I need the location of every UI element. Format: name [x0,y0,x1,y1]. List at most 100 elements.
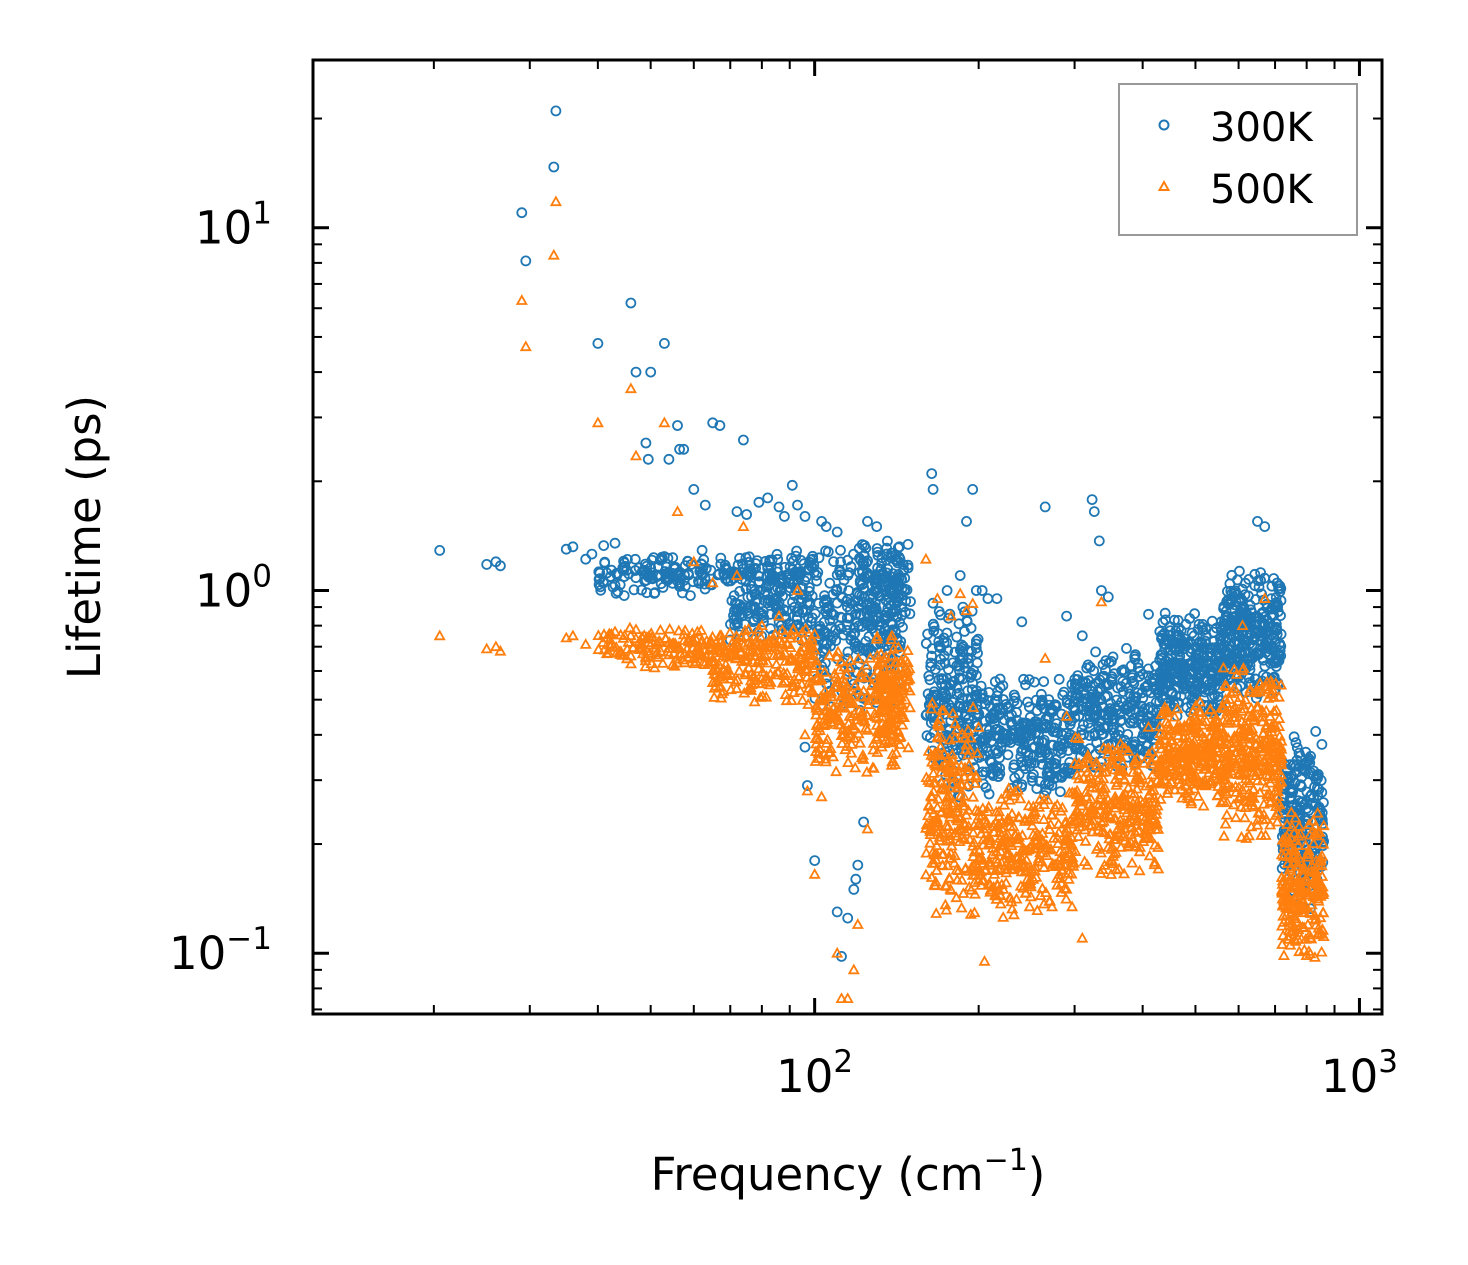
point-300k [966,669,978,681]
point-500k [1302,844,1315,856]
point-500k [1151,817,1164,829]
point-500k [519,340,532,352]
point-500k [934,740,947,752]
point-500k [1071,823,1084,835]
point-500k [992,884,1005,895]
point-500k [812,746,825,758]
point-500k [982,877,995,889]
point-300k [876,557,887,569]
point-500k [861,723,874,735]
point-500k [1245,709,1258,720]
point-500k [972,805,985,816]
point-500k [1027,800,1040,812]
point-300k [753,570,765,582]
point-500k [1109,833,1122,845]
point-300k [560,543,572,555]
point-300k [811,575,823,587]
point-500k [841,731,854,742]
point-500k [515,294,528,305]
point-500k [1101,801,1114,813]
point-500k [1158,751,1171,763]
point-300k [772,583,784,594]
point-500k [760,690,773,702]
point-500k [975,809,989,820]
point-300k [1184,613,1196,624]
point-500k [1317,819,1330,831]
point-300k [1310,774,1322,786]
point-300k [662,574,673,586]
point-500k [1190,714,1203,726]
point-500k [1207,757,1220,769]
point-500k [977,833,990,845]
point-500k [1126,856,1139,868]
point-300k [1049,699,1061,710]
point-500k [959,731,972,742]
point-300k [940,689,952,701]
point-500k [932,718,945,729]
point-500k [1062,873,1075,884]
point-500k [1252,764,1265,776]
point-300k [966,684,978,695]
point-300k [1161,678,1172,690]
point-500k [1255,829,1268,840]
point-500k [1060,892,1073,904]
point-500k [1066,900,1079,912]
point-500k [946,777,959,789]
point-500k [893,738,906,749]
point-500k [1255,704,1269,715]
point-300k [773,501,785,513]
point-500k [943,788,956,800]
point-500k [742,683,755,694]
point-500k [1215,796,1228,808]
point-500k [1151,841,1165,852]
point-500k [742,644,755,656]
point-500k [755,672,768,684]
point-500k [966,839,979,851]
point-300k [625,297,637,309]
point-300k [977,736,989,747]
point-500k [691,625,704,637]
point-300k [1011,707,1022,718]
point-500k [1029,842,1042,854]
point-500k [1142,789,1155,801]
point-300k [784,561,796,573]
point-500k [958,761,972,773]
point-300k [1096,585,1107,596]
point-500k [946,707,959,718]
point-500k [1297,860,1310,872]
point-500k [1185,797,1198,809]
point-500k [1109,812,1122,824]
point-300k [1290,737,1302,748]
point-500k [854,736,867,748]
point-300k [757,610,768,621]
point-300k [663,453,675,465]
point-300k [1128,717,1139,729]
point-500k [1277,949,1290,960]
point-500k [1154,738,1167,750]
point-500k [926,790,939,802]
point-500k [1219,817,1232,829]
point-500k [1132,824,1145,836]
point-500k [1274,740,1287,752]
point-500k [810,673,824,685]
point-500k [1175,783,1188,795]
point-500k [808,867,821,879]
point-500k [986,883,999,895]
point-300k [875,568,887,580]
point-500k [920,846,933,858]
point-500k [1270,703,1283,715]
point-500k [1098,859,1111,870]
point-500k [639,660,652,672]
point-300k [1203,679,1215,690]
point-500k [695,624,708,635]
point-500k [1001,812,1014,824]
point-300k [622,554,633,565]
point-500k [885,649,898,661]
point-500k [674,647,687,659]
point-300k [828,556,839,567]
point-300k [1193,673,1205,684]
point-300k [983,788,995,800]
point-500k [829,670,843,682]
point-500k [1292,839,1305,850]
point-500k [596,636,609,647]
